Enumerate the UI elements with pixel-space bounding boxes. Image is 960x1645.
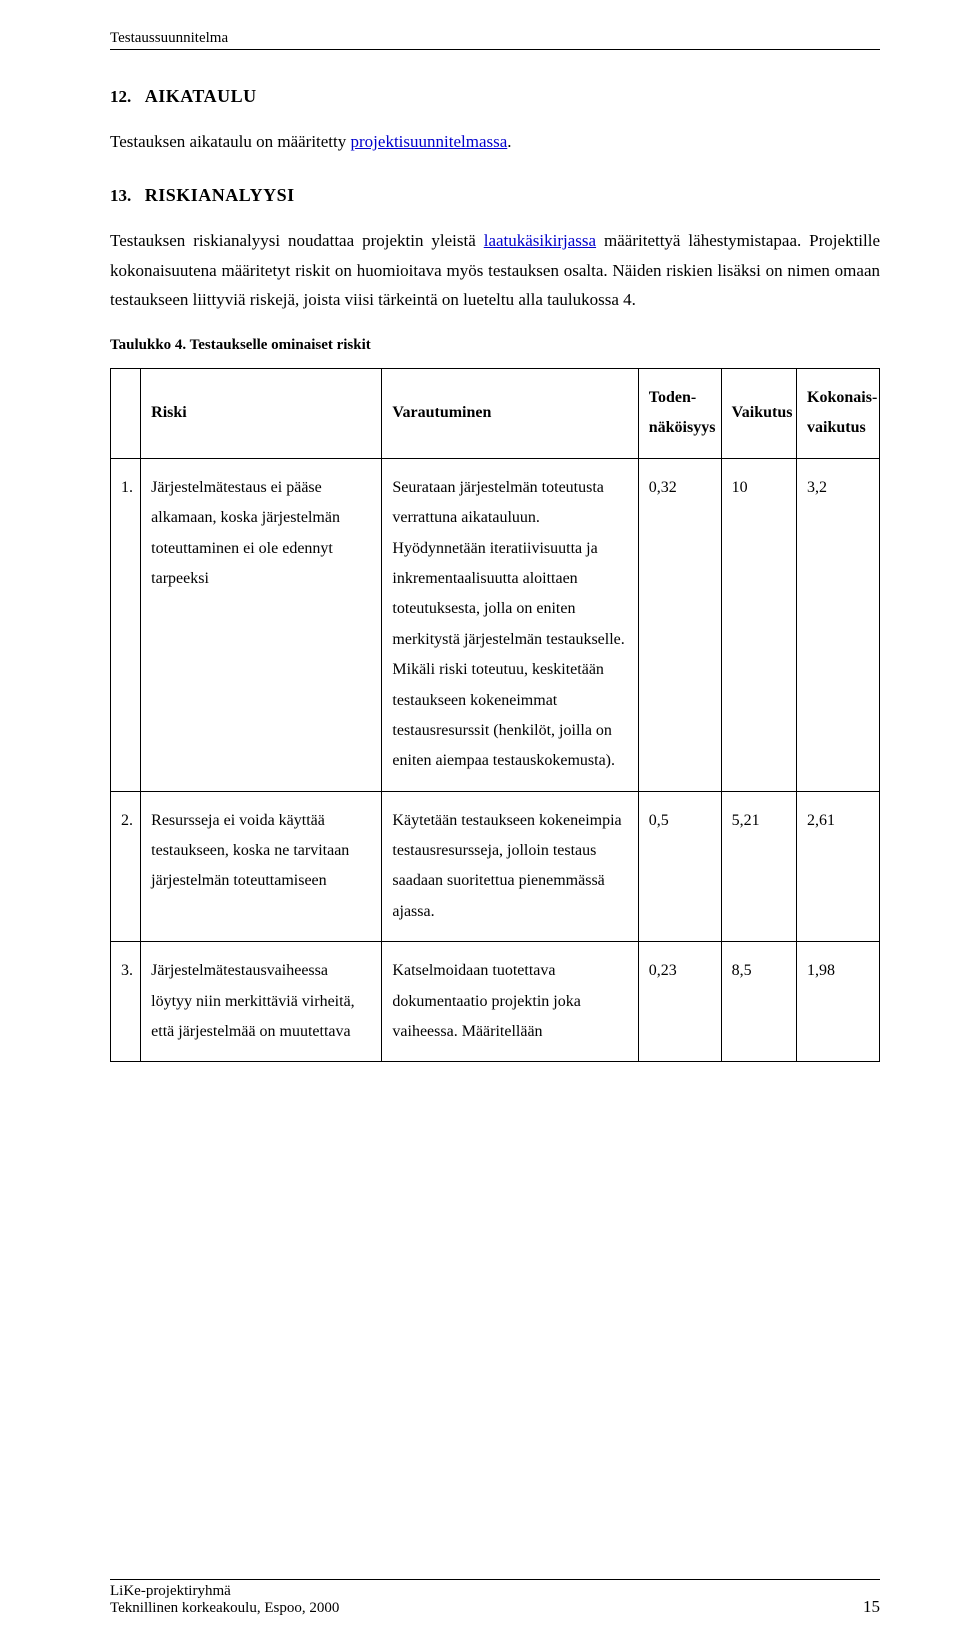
row2-idx: 2. <box>111 791 141 942</box>
s12-text-tail: . <box>507 132 511 151</box>
row2-prob: 0,5 <box>638 791 721 942</box>
row3-total: 1,98 <box>797 942 880 1062</box>
row1-total: 3,2 <box>797 458 880 791</box>
table-caption: Taulukko 4. Testaukselle ominaiset riski… <box>110 337 880 354</box>
section-12-number: 12. <box>110 87 131 106</box>
col-impact: Vaikutus <box>721 369 796 459</box>
row3-prep: Katselmoidaan tuotettava dokumentaatio p… <box>382 942 638 1062</box>
row3-idx: 3. <box>111 942 141 1062</box>
row1-prob: 0,32 <box>638 458 721 791</box>
row2-total: 2,61 <box>797 791 880 942</box>
table-row: 2. Resursseja ei voida käyttää testaukse… <box>111 791 880 942</box>
col-total-l1: Kokonais- <box>807 389 877 406</box>
page: Testaussuunnitelma 12. AIKATAULU Testauk… <box>0 0 960 1645</box>
table-header-row: Riski Varautuminen Toden- näköisyys Vaik… <box>111 369 880 459</box>
s13-text-a: Testauksen riskianalyysi noudattaa proje… <box>110 231 484 250</box>
section-13-heading: 13. RISKIANALYYSI <box>110 185 880 206</box>
row3-impact: 8,5 <box>721 942 796 1062</box>
table-row: 3. Järjestelmätestausvaiheessa löytyy ni… <box>111 942 880 1062</box>
row1-risk: Järjestelmätestaus ei pääse alkamaan, ko… <box>141 458 382 791</box>
section-13-number: 13. <box>110 186 131 205</box>
col-prob-l1: Toden- <box>649 389 696 406</box>
projektisuunnitelma-link[interactable]: projektisuunnitelmassa <box>351 132 508 151</box>
row2-impact: 5,21 <box>721 791 796 942</box>
col-total-l2: vaikutus <box>807 419 866 436</box>
col-prep: Varautuminen <box>382 369 638 459</box>
row1-idx: 1. <box>111 458 141 791</box>
section-12-heading: 12. AIKATAULU <box>110 86 880 107</box>
section-13-title: RISKIANALYYSI <box>145 185 295 205</box>
s12-text-a: Testauksen aikataulu on määritetty <box>110 132 351 151</box>
footer-left: LiKe-projektiryhmä Teknillinen korkeakou… <box>110 1583 339 1617</box>
row3-risk: Järjestelmätestausvaiheessa löytyy niin … <box>141 942 382 1062</box>
row1-impact: 10 <box>721 458 796 791</box>
row3-prob: 0,23 <box>638 942 721 1062</box>
row2-prep: Käytetään testaukseen kokeneimpia testau… <box>382 791 638 942</box>
col-total: Kokonais- vaikutus <box>797 369 880 459</box>
row2-risk: Resursseja ei voida käyttää testaukseen,… <box>141 791 382 942</box>
col-prob: Toden- näköisyys <box>638 369 721 459</box>
risk-table: Riski Varautuminen Toden- näköisyys Vaik… <box>110 368 880 1062</box>
section-12-paragraph: Testauksen aikataulu on määritetty proje… <box>110 127 880 157</box>
header-title: Testaussuunnitelma <box>110 30 228 46</box>
section-13-paragraph: Testauksen riskianalyysi noudattaa proje… <box>110 226 880 315</box>
table-row: 1. Järjestelmätestaus ei pääse alkamaan,… <box>111 458 880 791</box>
col-prob-l2: näköisyys <box>649 419 716 436</box>
row1-prep: Seurataan järjestelmän toteutusta verrat… <box>382 458 638 791</box>
page-number: 15 <box>863 1597 880 1617</box>
col-risk: Riski <box>141 369 382 459</box>
laatukasikirja-link[interactable]: laatukäsikirjassa <box>484 231 596 250</box>
col-blank <box>111 369 141 459</box>
section-12-title: AIKATAULU <box>145 86 257 106</box>
page-footer: LiKe-projektiryhmä Teknillinen korkeakou… <box>110 1579 880 1617</box>
footer-line2: Teknillinen korkeakoulu, Espoo, 2000 <box>110 1600 339 1617</box>
footer-line1: LiKe-projektiryhmä <box>110 1583 339 1600</box>
page-header: Testaussuunnitelma <box>110 30 880 50</box>
